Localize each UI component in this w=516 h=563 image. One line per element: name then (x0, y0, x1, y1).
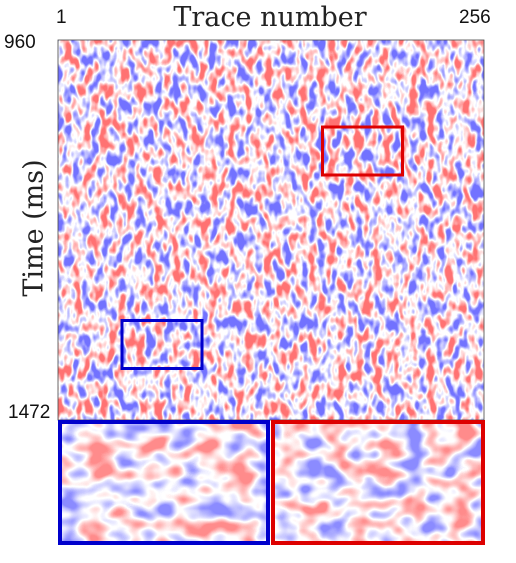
seismic-section-panel (57, 39, 485, 421)
x-tick-start: 1 (56, 7, 67, 28)
zoom-panel-red (271, 420, 485, 545)
x-axis-label: Trace number (173, 2, 367, 33)
red-highlight-box (321, 125, 404, 177)
y-tick-end: 1472 (8, 402, 51, 423)
y-tick-start: 960 (4, 32, 36, 53)
blue-highlight-box (120, 319, 204, 370)
x-tick-end: 256 (459, 7, 491, 28)
zoom-panel-blue (58, 420, 270, 545)
